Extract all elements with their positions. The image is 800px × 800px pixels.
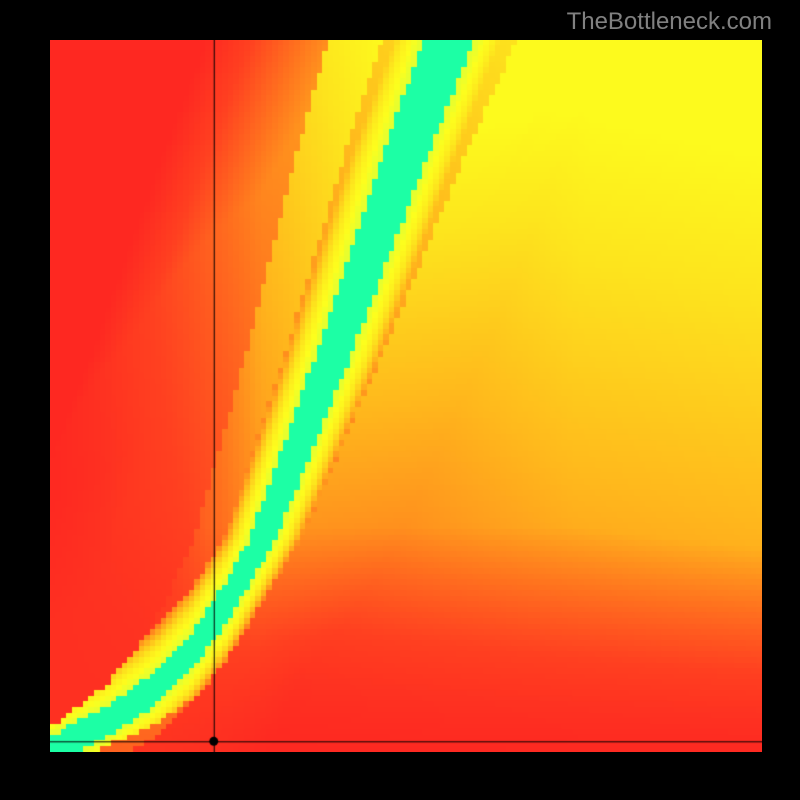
heatmap-canvas xyxy=(50,40,762,752)
heatmap-plot xyxy=(50,40,762,752)
watermark-text: TheBottleneck.com xyxy=(567,8,772,36)
